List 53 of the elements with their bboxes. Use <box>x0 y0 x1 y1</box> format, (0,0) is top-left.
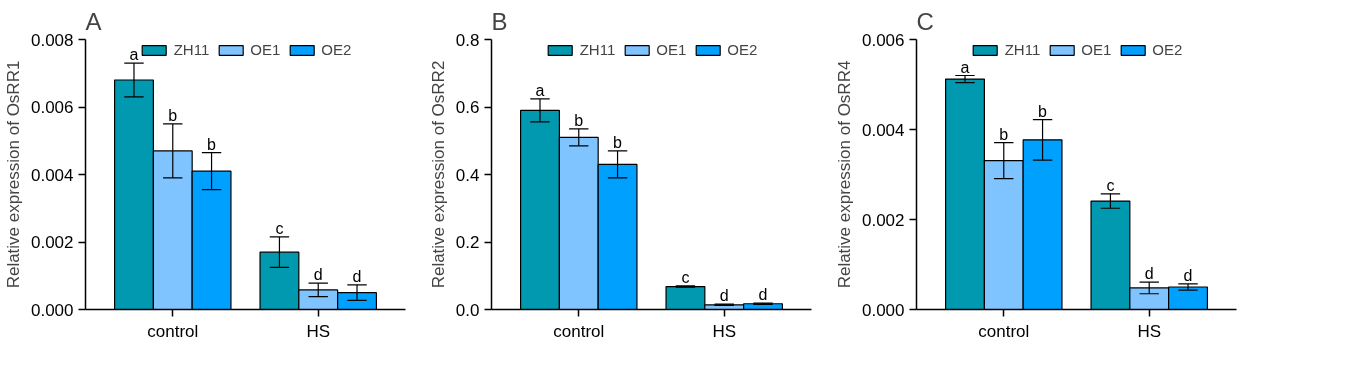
y-tick-label: 0.008 <box>30 30 74 50</box>
data-label: b <box>207 135 217 153</box>
y-tick-label: 0.8 <box>455 30 480 50</box>
x-tick-label: HS <box>306 321 331 341</box>
x-tick-label: control <box>978 321 1030 341</box>
data-label: d <box>1183 266 1193 284</box>
data-label: d <box>758 286 768 304</box>
chart-title: A <box>85 7 102 35</box>
data-label: a <box>535 81 545 99</box>
legend-label: OE2 <box>321 41 352 58</box>
data-label: d <box>1144 265 1154 283</box>
y-tick-label: 0.4 <box>455 165 480 185</box>
data-label: c <box>275 219 284 237</box>
chart-title: B <box>491 7 508 35</box>
legend-label: OE2 <box>1152 41 1183 58</box>
y-tick-label: 0.000 <box>30 300 74 320</box>
data-label: b <box>1038 102 1048 120</box>
x-tick-label: HS <box>1137 321 1162 341</box>
data-label: d <box>352 267 362 285</box>
y-tick-label: 0.004 <box>30 165 74 185</box>
y-tick-label: 0.2 <box>455 233 480 252</box>
data-label: d <box>313 266 323 284</box>
data-label: d <box>719 287 729 305</box>
legend-label: ZH11 <box>1004 41 1041 58</box>
legend-label: OE1 <box>1081 41 1112 58</box>
data-label: c <box>1106 176 1115 194</box>
data-label: b <box>574 111 584 129</box>
y-tick-label: 0.002 <box>30 233 74 252</box>
y-tick-label: 0.006 <box>30 98 74 117</box>
x-tick-label: HS <box>712 321 737 341</box>
y-tick-label: 0.006 <box>861 30 905 50</box>
legend-label: OE1 <box>656 41 687 58</box>
y-tick-label: 0.002 <box>861 210 905 230</box>
y-axis-title: Relative expression of OsRR4 <box>834 60 854 289</box>
data-label: b <box>999 125 1009 143</box>
y-axis-title: Relative expression of OsRR1 <box>3 60 23 289</box>
legend-label: OE2 <box>727 41 758 58</box>
data-label: a <box>129 46 139 64</box>
chart-title: C <box>916 7 934 35</box>
data-label: b <box>613 133 623 151</box>
y-tick-label: 0.6 <box>455 98 480 117</box>
data-label: c <box>681 268 690 286</box>
y-tick-label: 0.004 <box>861 120 905 140</box>
y-axis-title: Relative expression of OsRR2 <box>428 60 448 289</box>
x-tick-label: control <box>553 321 605 341</box>
y-tick-label: 0.0 <box>455 300 480 320</box>
legend-label: OE1 <box>250 41 281 58</box>
x-tick-label: control <box>147 321 199 341</box>
y-tick-label: 0.000 <box>861 300 905 320</box>
legend-label: ZH11 <box>173 41 210 58</box>
data-label: b <box>168 106 178 124</box>
data-label: a <box>960 58 970 76</box>
legend-label: ZH11 <box>579 41 616 58</box>
